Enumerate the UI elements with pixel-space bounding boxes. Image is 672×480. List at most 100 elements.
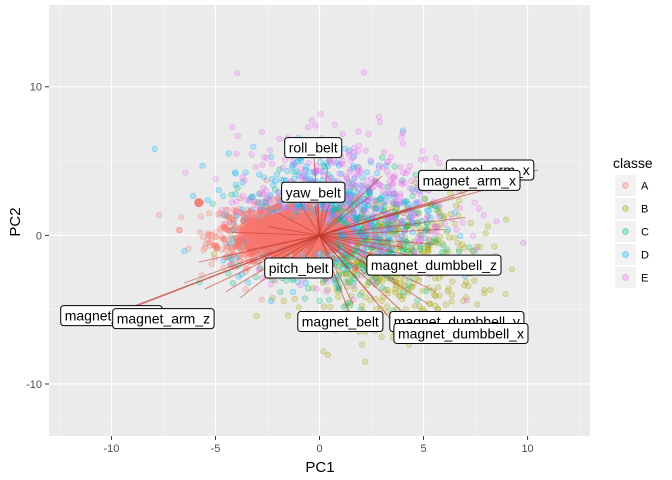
point-D xyxy=(267,298,275,305)
point-A xyxy=(229,256,236,264)
point-A xyxy=(224,206,231,214)
point-A xyxy=(204,232,211,239)
point-A xyxy=(332,206,339,213)
vector-label-magnet-dumbbell-z: magnet_dumbbell_z xyxy=(366,254,502,276)
point-A xyxy=(362,225,369,232)
point-E xyxy=(405,214,412,221)
point-C xyxy=(356,291,364,299)
point-B xyxy=(432,302,439,309)
point-D xyxy=(424,207,431,214)
point-E xyxy=(480,212,488,219)
vector-label-magnet-dumbbell-x: magnet_dumbbell_x xyxy=(393,322,529,344)
point-A xyxy=(296,207,303,214)
point-C xyxy=(209,200,217,207)
point-A xyxy=(261,199,269,207)
vector-label-text: roll_belt xyxy=(289,140,338,156)
point-A xyxy=(271,216,278,224)
point-E xyxy=(218,206,225,213)
legend-label: B xyxy=(641,204,648,216)
vector-label-roll-belt: roll_belt xyxy=(284,137,343,159)
y-tick-label: -10 xyxy=(26,379,42,391)
point-E xyxy=(305,160,312,167)
point-A xyxy=(222,207,229,214)
point-E xyxy=(365,130,372,138)
point-E xyxy=(259,161,266,168)
point-E xyxy=(520,239,527,246)
point-A xyxy=(206,239,213,246)
point-A xyxy=(217,210,224,217)
legend-key-symbol xyxy=(622,228,629,235)
point-D xyxy=(232,191,239,198)
point-E xyxy=(412,199,420,206)
point-A xyxy=(197,229,204,236)
point-E xyxy=(248,151,255,158)
point-A xyxy=(331,206,338,213)
point-D xyxy=(290,288,297,296)
point-B xyxy=(269,294,276,302)
point-E xyxy=(351,173,359,181)
point-C xyxy=(455,248,463,255)
point-C xyxy=(316,297,323,305)
point-E xyxy=(401,179,408,187)
point-A xyxy=(264,219,271,226)
point-A xyxy=(223,247,230,254)
point-C xyxy=(439,248,446,255)
point-E xyxy=(299,173,306,180)
point-E xyxy=(266,147,274,154)
point-D xyxy=(273,171,281,178)
point-A xyxy=(226,238,233,245)
point-E xyxy=(361,69,368,76)
point-E xyxy=(345,149,353,156)
point-E xyxy=(317,110,324,118)
point-A xyxy=(358,272,365,279)
point-E xyxy=(397,191,404,198)
point-A xyxy=(202,244,209,251)
point-A xyxy=(215,211,222,218)
point-A xyxy=(282,203,290,210)
point-A xyxy=(249,239,256,247)
point-A xyxy=(219,212,226,219)
point-A xyxy=(222,240,230,247)
point-E xyxy=(389,180,396,187)
point-C xyxy=(400,289,407,296)
point-A xyxy=(232,207,239,214)
point-B xyxy=(324,351,332,359)
point-A xyxy=(155,211,162,219)
point-A xyxy=(329,205,336,212)
point-E xyxy=(464,297,471,304)
major-grid xyxy=(49,5,590,436)
point-B xyxy=(320,303,328,310)
point-A xyxy=(208,261,215,268)
point-E xyxy=(459,219,466,226)
vector-label-magnet-arm-x: magnet_arm_x xyxy=(418,169,521,191)
point-B xyxy=(484,223,492,230)
point-E xyxy=(262,198,269,205)
point-E xyxy=(269,160,276,167)
vector-label-text: yaw_belt xyxy=(286,184,341,200)
point-C xyxy=(229,279,237,287)
point-B xyxy=(335,293,342,301)
point-B xyxy=(362,294,369,301)
point-A xyxy=(248,219,255,226)
point-A xyxy=(258,220,265,228)
point-D xyxy=(373,170,381,177)
point-B xyxy=(482,230,489,237)
vector-label-text: magnet_belt xyxy=(302,314,379,330)
point-E xyxy=(312,122,319,129)
point-E xyxy=(182,169,189,176)
x-tick-label: -5 xyxy=(211,443,221,455)
point-E xyxy=(391,233,398,240)
point-E xyxy=(426,235,433,242)
point-A xyxy=(330,206,337,213)
point-E xyxy=(387,153,395,161)
legend-key-symbol xyxy=(622,274,629,281)
point-A xyxy=(312,245,319,253)
point-E xyxy=(338,201,345,209)
legend-label: A xyxy=(641,181,649,193)
point-A xyxy=(286,220,294,227)
point-A xyxy=(237,195,244,202)
point-C xyxy=(305,285,312,292)
point-B xyxy=(362,358,369,366)
point-B xyxy=(431,292,438,299)
point-D xyxy=(261,174,268,181)
